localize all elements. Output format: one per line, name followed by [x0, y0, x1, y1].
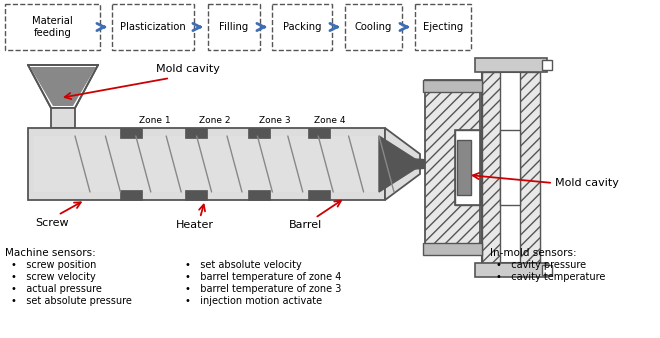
Polygon shape [415, 159, 430, 169]
Text: Zone 4: Zone 4 [314, 116, 346, 125]
Bar [34, 136, 379, 192]
Text: •   cavity temperature: • cavity temperature [496, 272, 605, 282]
Text: Heater: Heater [176, 220, 214, 230]
Bar [28, 128, 385, 200]
Text: Barrel: Barrel [288, 220, 321, 230]
Bar [475, 263, 547, 277]
Text: Zone 2: Zone 2 [199, 116, 231, 125]
Text: •   actual pressure: • actual pressure [11, 284, 102, 294]
Text: •   barrel temperature of zone 3: • barrel temperature of zone 3 [185, 284, 341, 294]
Text: Zone 1: Zone 1 [139, 116, 171, 125]
FancyBboxPatch shape [345, 4, 402, 50]
Bar [423, 243, 482, 255]
Text: In-mold sensors:: In-mold sensors: [490, 248, 577, 258]
Text: •   screw position: • screw position [11, 260, 96, 270]
Polygon shape [51, 108, 75, 128]
Bar [455, 130, 480, 205]
Text: •   barrel temperature of zone 4: • barrel temperature of zone 4 [185, 272, 341, 282]
Polygon shape [457, 140, 471, 195]
Bar [455, 130, 480, 205]
Bar [185, 128, 207, 138]
Bar [520, 72, 540, 263]
Polygon shape [385, 128, 420, 200]
FancyBboxPatch shape [272, 4, 332, 50]
Text: Filling: Filling [219, 22, 249, 32]
Text: •   set absolute pressure: • set absolute pressure [11, 296, 132, 306]
Text: •   screw velocity: • screw velocity [11, 272, 96, 282]
Bar [120, 128, 142, 138]
Bar [500, 130, 520, 205]
Bar [248, 190, 270, 200]
Polygon shape [28, 65, 98, 108]
Bar [308, 128, 330, 138]
Bar [185, 190, 207, 200]
Text: Mold cavity: Mold cavity [156, 64, 220, 74]
Text: Zone 3: Zone 3 [259, 116, 291, 125]
Bar [308, 190, 330, 200]
Bar [248, 128, 270, 138]
Polygon shape [30, 67, 96, 106]
Text: Cooling: Cooling [355, 22, 392, 32]
Bar [423, 80, 482, 92]
Text: Material
feeding: Material feeding [32, 16, 73, 38]
Text: Mold cavity: Mold cavity [555, 178, 619, 188]
Bar [120, 190, 142, 200]
Text: •   cavity pressure: • cavity pressure [496, 260, 586, 270]
Text: Machine sensors:: Machine sensors: [5, 248, 96, 258]
Bar [34, 136, 379, 192]
Bar [482, 72, 500, 263]
FancyBboxPatch shape [112, 4, 194, 50]
Text: Ejecting: Ejecting [423, 22, 463, 32]
Text: Packing: Packing [282, 22, 321, 32]
Text: •   set absolute velocity: • set absolute velocity [185, 260, 302, 270]
FancyBboxPatch shape [415, 4, 471, 50]
FancyBboxPatch shape [208, 4, 260, 50]
Bar [475, 58, 547, 72]
Bar [425, 80, 480, 255]
Bar [542, 60, 552, 70]
Bar [542, 265, 552, 275]
Text: Plasticization: Plasticization [120, 22, 186, 32]
Polygon shape [379, 136, 415, 192]
FancyBboxPatch shape [5, 4, 100, 50]
Text: Screw: Screw [35, 218, 69, 228]
Bar [482, 72, 540, 263]
Text: •   injection motion activate: • injection motion activate [185, 296, 322, 306]
